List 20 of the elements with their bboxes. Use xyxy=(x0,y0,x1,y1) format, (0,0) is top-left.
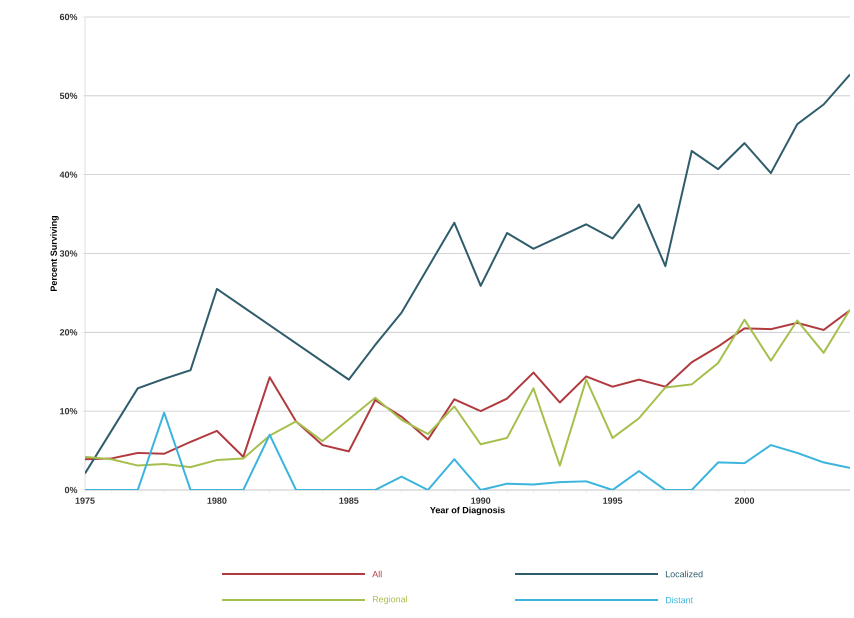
x-tick-label: 2000 xyxy=(734,497,754,504)
y-tick-label: 0% xyxy=(64,486,78,494)
x-tick-label: 1985 xyxy=(339,497,359,504)
y-axis-title: Percent Surviving xyxy=(50,216,59,292)
text: Distant xyxy=(666,596,694,604)
y-tick-label: 50% xyxy=(60,92,78,100)
y-tick-label: 10% xyxy=(60,408,78,414)
x-tick-label: 1980 xyxy=(207,497,227,504)
x-tick-label: 1990 xyxy=(471,497,490,504)
line-series xyxy=(85,74,850,474)
x-tick-label: 1975 xyxy=(76,497,95,504)
y-tick-label: 20% xyxy=(60,329,78,336)
x-tick-label: 1995 xyxy=(603,497,622,504)
text: Localized xyxy=(666,570,702,578)
text: All xyxy=(372,570,382,578)
text: Regional xyxy=(372,596,407,604)
x-axis-title: Year of Diagnosis xyxy=(430,506,505,516)
y-tick-label: 30% xyxy=(60,250,78,257)
y-tick-label: 60% xyxy=(60,14,78,20)
y-tick-label: 40% xyxy=(60,171,78,178)
